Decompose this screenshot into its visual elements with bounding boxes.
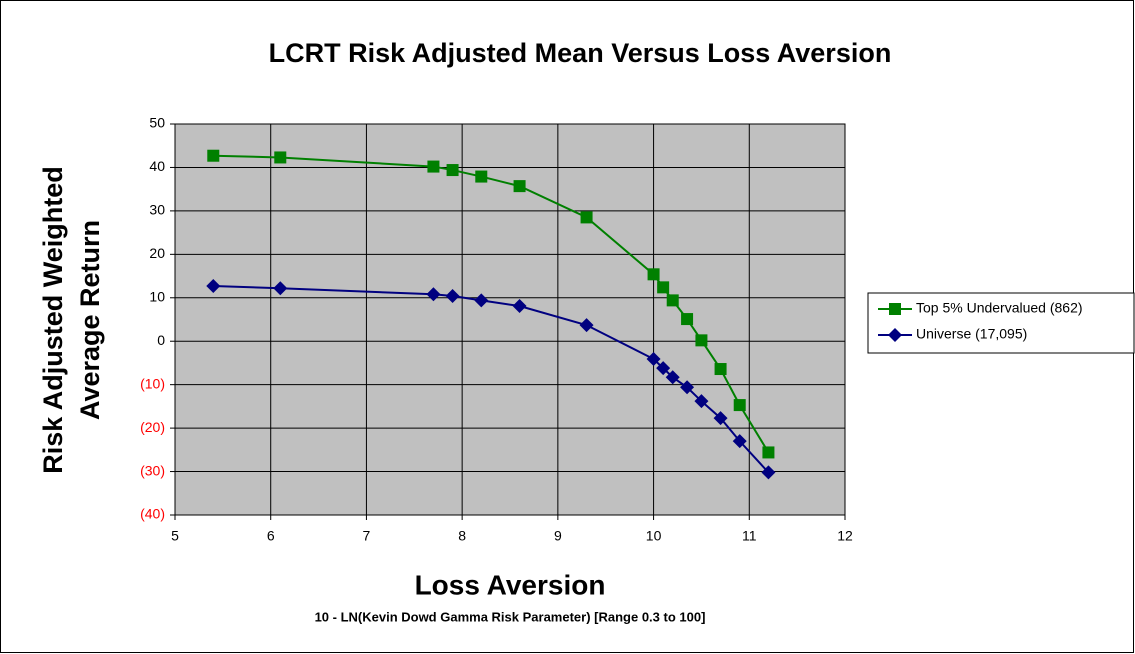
y-tick-label: (40)	[140, 506, 165, 522]
data-point	[713, 411, 728, 426]
plot-border	[174, 123, 846, 516]
y-tick-label: (30)	[140, 462, 165, 478]
data-point	[656, 361, 671, 376]
data-point	[714, 363, 727, 376]
y-tick-label: (10)	[140, 375, 165, 391]
data-point	[733, 399, 746, 412]
data-point	[446, 164, 459, 177]
legend-label: Universe (17,095)	[916, 326, 1027, 342]
x-tick-label: 12	[837, 528, 853, 544]
data-point	[680, 380, 695, 395]
y-tick-label: (20)	[140, 419, 165, 435]
x-tick-label: 6	[267, 528, 275, 544]
legend-marker	[888, 328, 902, 342]
x-tick-label: 9	[554, 528, 562, 544]
x-tick-label: 8	[458, 528, 466, 544]
data-point	[646, 352, 661, 367]
y-tick-label: 10	[149, 288, 165, 304]
y-tick-label: 50	[149, 115, 165, 131]
x-axis-label: Loss Aversion	[415, 569, 606, 600]
y-axis-label: Average Return	[75, 220, 105, 420]
y-tick-label: 30	[149, 202, 165, 218]
y-axis-label: Risk Adjusted Weighted	[38, 166, 68, 474]
y-tick-label: 0	[157, 332, 165, 348]
data-point	[694, 394, 709, 409]
data-point	[445, 289, 460, 304]
x-tick-label: 11	[742, 528, 757, 544]
data-point	[513, 180, 526, 193]
y-tick-label: 20	[149, 245, 165, 261]
data-point	[657, 281, 670, 294]
data-point	[206, 279, 221, 294]
data-point	[474, 293, 489, 308]
legend-box	[867, 292, 1135, 354]
data-point	[427, 160, 440, 173]
data-point	[695, 334, 708, 347]
data-point	[512, 299, 527, 314]
data-point	[207, 149, 220, 162]
x-tick-label: 5	[171, 528, 179, 544]
data-point	[426, 287, 441, 302]
data-point	[681, 313, 694, 326]
data-point	[666, 294, 679, 307]
plot-area	[175, 124, 845, 515]
data-point	[274, 151, 287, 164]
data-point	[762, 446, 775, 459]
x-tick-label: 10	[646, 528, 662, 544]
x-axis-sublabel: 10 - LN(Kevin Dowd Gamma Risk Parameter)…	[315, 609, 706, 624]
data-point	[761, 465, 776, 480]
legend-marker	[889, 303, 901, 315]
data-point	[580, 211, 593, 224]
data-point	[665, 370, 680, 385]
y-tick-label: 40	[149, 158, 165, 174]
data-point	[647, 268, 660, 281]
legend-label: Top 5% Undervalued (862)	[916, 300, 1083, 316]
data-point	[732, 434, 747, 449]
data-point	[273, 281, 288, 296]
data-point	[579, 318, 594, 333]
x-tick-label: 7	[363, 528, 371, 544]
data-point	[475, 170, 488, 183]
chart-title: LCRT Risk Adjusted Mean Versus Loss Aver…	[269, 38, 892, 68]
